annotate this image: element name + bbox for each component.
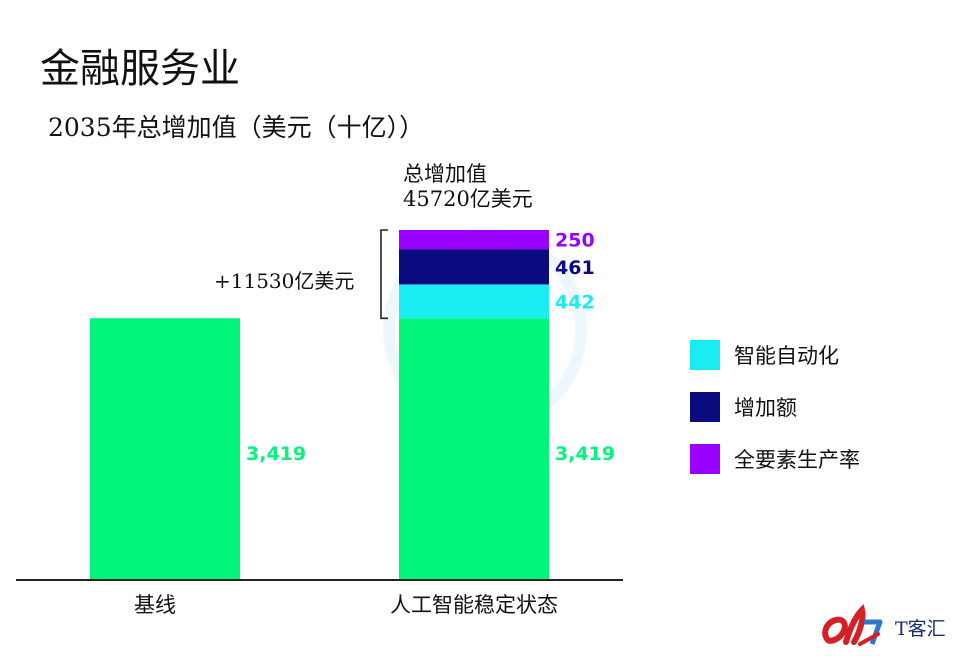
- legend-item-augmentation: 增加额: [690, 390, 860, 424]
- legend-swatch-tfp: [690, 444, 720, 474]
- tkehui-logo-icon: [822, 604, 883, 646]
- data-label-1-2: 461: [555, 257, 595, 279]
- bar-1-0: [399, 318, 549, 580]
- increase-bracket: [380, 229, 388, 320]
- category-label-1: 人工智能稳定状态: [390, 593, 558, 617]
- chart-subtitle: 2035年总增加值（美元（十亿））: [48, 113, 425, 142]
- total-annotation-line2: 45720亿美元: [403, 187, 533, 211]
- legend-swatch-automation: [690, 340, 720, 370]
- bar-0-0: [90, 318, 240, 580]
- data-label-1-0: 3,419: [555, 443, 615, 465]
- legend-item-automation: 智能自动化: [690, 338, 860, 372]
- watermark-text: T客汇: [895, 618, 946, 640]
- data-label-1-1: 442: [555, 291, 595, 313]
- data-label-0-0: 3,419: [246, 443, 306, 465]
- total-annotation: 总增加值 45720亿美元: [403, 162, 533, 212]
- bar-1-1: [399, 284, 549, 319]
- data-label-1-3: 250: [555, 230, 595, 252]
- bar-1-3: [399, 230, 549, 250]
- total-annotation-line1: 总增加值: [403, 162, 487, 186]
- increase-annotation: +11530亿美元: [214, 269, 355, 293]
- chart-title: 金融服务业: [40, 46, 240, 92]
- legend-swatch-augmentation: [690, 392, 720, 422]
- legend-label-tfp: 全要素生产率: [734, 448, 860, 472]
- category-label-0: 基线: [134, 593, 176, 617]
- legend-label-automation: 智能自动化: [734, 344, 839, 368]
- legend-item-tfp: 全要素生产率: [690, 442, 860, 476]
- legend-label-augmentation: 增加额: [734, 396, 797, 420]
- bar-1-2: [399, 249, 549, 285]
- legend: 智能自动化 增加额 全要素生产率: [690, 338, 860, 494]
